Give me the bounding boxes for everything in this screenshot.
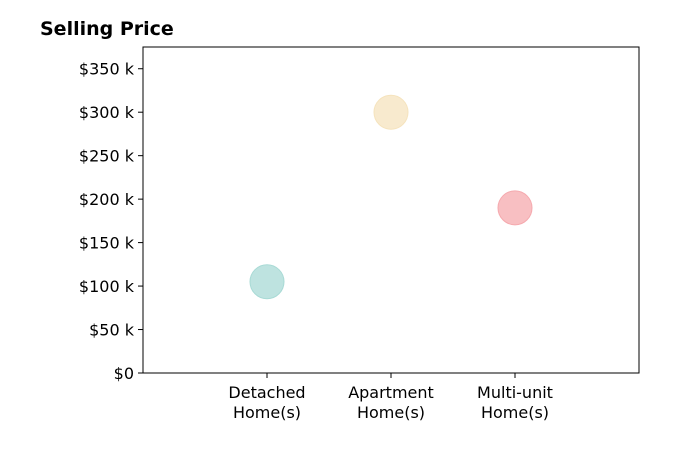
x-tick-label: Multi-unit bbox=[477, 383, 553, 402]
y-tick-label: $100 k bbox=[79, 277, 135, 296]
data-point bbox=[249, 264, 285, 300]
x-axis: DetachedHome(s)ApartmentHome(s)Multi-uni… bbox=[228, 373, 553, 422]
data-points bbox=[249, 94, 533, 300]
y-axis: $0 $50 k $100 k $150 k $200 k $250 k $300 k $35… bbox=[79, 60, 143, 383]
data-point bbox=[497, 190, 533, 226]
y-tick-label: $300 k bbox=[79, 103, 135, 122]
x-tick-label: Detached bbox=[228, 383, 305, 402]
y-tick-label: $50 k bbox=[89, 321, 135, 340]
data-point bbox=[373, 94, 409, 130]
x-tick-label: Home(s) bbox=[233, 403, 301, 422]
x-tick-label: Home(s) bbox=[481, 403, 549, 422]
x-tick-label: Apartment bbox=[348, 383, 434, 402]
y-tick-label: $250 k bbox=[79, 147, 135, 166]
y-tick-label: $0 bbox=[114, 364, 134, 383]
x-tick-label: Home(s) bbox=[357, 403, 425, 422]
y-tick-label: $350 k bbox=[79, 60, 135, 79]
chart-title: Selling Price bbox=[40, 18, 174, 40]
y-tick-label: $200 k bbox=[79, 190, 135, 209]
y-tick-label: $150 k bbox=[79, 234, 135, 253]
